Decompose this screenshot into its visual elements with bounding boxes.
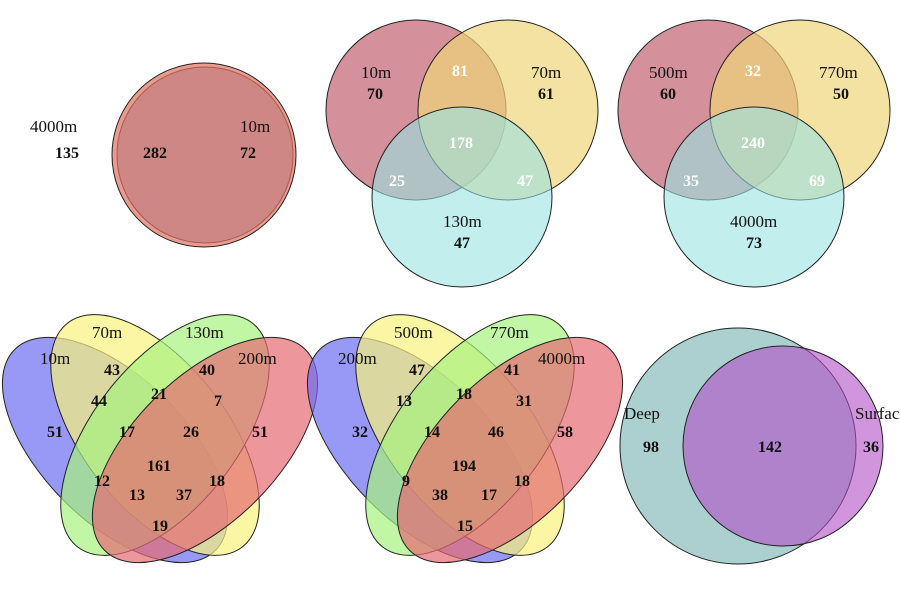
count-200m-500m-770m: 14 bbox=[424, 424, 440, 441]
venn-four-set-200m-500m-770m-4000m bbox=[306, 314, 624, 564]
count-200m-770m: 9 bbox=[402, 473, 410, 490]
count-4000m-10m: 282 bbox=[143, 145, 167, 162]
count-deep-surfac: 142 bbox=[758, 439, 782, 456]
count-130m-200m: 7 bbox=[214, 393, 222, 410]
venn-two-set-deep-surfac bbox=[619, 327, 884, 565]
count-10m-130m-200m: 13 bbox=[129, 487, 145, 504]
count-10m-70m-200m: 37 bbox=[176, 487, 192, 504]
set-circle-4000m bbox=[663, 106, 845, 288]
count-all-four: 161 bbox=[147, 458, 171, 475]
count-70m-200m: 18 bbox=[209, 473, 225, 490]
count-10m-70m-130m: 178 bbox=[449, 135, 473, 152]
set-label-deep: Deep bbox=[624, 404, 660, 423]
set-label-200m: 200m bbox=[238, 349, 277, 368]
count-4000m-only: 58 bbox=[557, 424, 573, 441]
count-200m-500m-4000m: 17 bbox=[481, 487, 497, 504]
count-130m-only: 47 bbox=[454, 235, 470, 252]
set-label-surfac: Surfac bbox=[855, 404, 900, 423]
count-200m-4000m: 15 bbox=[457, 518, 473, 535]
count-10m-130m: 12 bbox=[94, 473, 110, 490]
set-label-200m: 200m bbox=[338, 349, 377, 368]
count-4000m-only: 73 bbox=[746, 235, 762, 252]
count-deep-only: 98 bbox=[643, 439, 659, 456]
set-label-10m: 10m bbox=[361, 63, 391, 82]
count-770m-only: 41 bbox=[504, 362, 520, 379]
count-10m-only: 72 bbox=[240, 145, 256, 162]
set-circle-10m bbox=[111, 62, 297, 248]
count-500m-only: 47 bbox=[409, 362, 425, 379]
count-70m-130m: 47 bbox=[517, 173, 533, 190]
set-label-770m: 770m bbox=[490, 323, 529, 342]
count-surfac-only: 36 bbox=[863, 439, 879, 456]
count-10m-only: 70 bbox=[367, 86, 383, 103]
set-label-4000m: 4000m bbox=[730, 212, 777, 231]
count-770m-4000m: 69 bbox=[809, 173, 825, 190]
count-200m-770m-4000m: 38 bbox=[432, 487, 448, 504]
count-10m-130m: 25 bbox=[389, 173, 405, 190]
venn-three-set-500m-770m-4000m bbox=[617, 19, 891, 288]
set-label-770m: 770m bbox=[819, 63, 858, 82]
count-10m-70m: 44 bbox=[91, 393, 107, 410]
count-500m-4000m: 18 bbox=[514, 473, 530, 490]
count-10m-only: 51 bbox=[47, 424, 63, 441]
count-200m-only: 32 bbox=[352, 424, 368, 441]
set-circle-surfac bbox=[682, 345, 884, 547]
set-label-130m: 130m bbox=[443, 212, 482, 231]
count-500m-770m: 32 bbox=[745, 63, 761, 80]
set-label-10m: 10m bbox=[240, 117, 270, 136]
count-130m-only: 40 bbox=[199, 362, 215, 379]
set-ellipse-4000m bbox=[396, 336, 624, 564]
count-770m-4000m: 31 bbox=[516, 393, 532, 410]
count-70m-130m-200m: 26 bbox=[183, 424, 199, 441]
count-all-four: 194 bbox=[452, 458, 476, 475]
set-label-70m: 70m bbox=[92, 323, 122, 342]
set-circle-130m bbox=[371, 106, 553, 288]
count-4000m-only: 135 bbox=[55, 145, 79, 162]
count-500m-770m: 18 bbox=[456, 386, 472, 403]
set-ellipse-200m bbox=[91, 336, 319, 564]
set-label-4000m: 4000m bbox=[30, 117, 77, 136]
set-label-70m: 70m bbox=[531, 63, 561, 82]
set-label-500m: 500m bbox=[649, 63, 688, 82]
set-label-500m: 500m bbox=[394, 323, 433, 342]
count-10m-200m: 19 bbox=[152, 518, 168, 535]
count-200m-500m: 13 bbox=[396, 393, 412, 410]
count-500m-770m-4000m: 240 bbox=[741, 135, 765, 152]
venn-two-set-4000m-10m bbox=[111, 62, 297, 248]
set-label-4000m: 4000m bbox=[538, 349, 585, 368]
count-70m-only: 43 bbox=[104, 362, 120, 379]
set-label-130m: 130m bbox=[185, 323, 224, 342]
set-label-10m: 10m bbox=[40, 349, 70, 368]
count-70m-130m: 21 bbox=[151, 386, 167, 403]
count-500m-4000m: 35 bbox=[683, 173, 699, 190]
count-200m-only: 51 bbox=[252, 424, 268, 441]
count-770m-only: 50 bbox=[833, 86, 849, 103]
venn-four-set-10m-70m-130m-200m bbox=[1, 314, 319, 564]
count-500m-770m-4000m: 46 bbox=[488, 424, 504, 441]
count-500m-only: 60 bbox=[660, 86, 676, 103]
count-10m-70m-130m: 17 bbox=[119, 424, 135, 441]
count-10m-70m: 81 bbox=[452, 63, 468, 80]
venn-three-set-10m-70m-130m bbox=[325, 19, 599, 288]
count-70m-only: 61 bbox=[538, 86, 554, 103]
